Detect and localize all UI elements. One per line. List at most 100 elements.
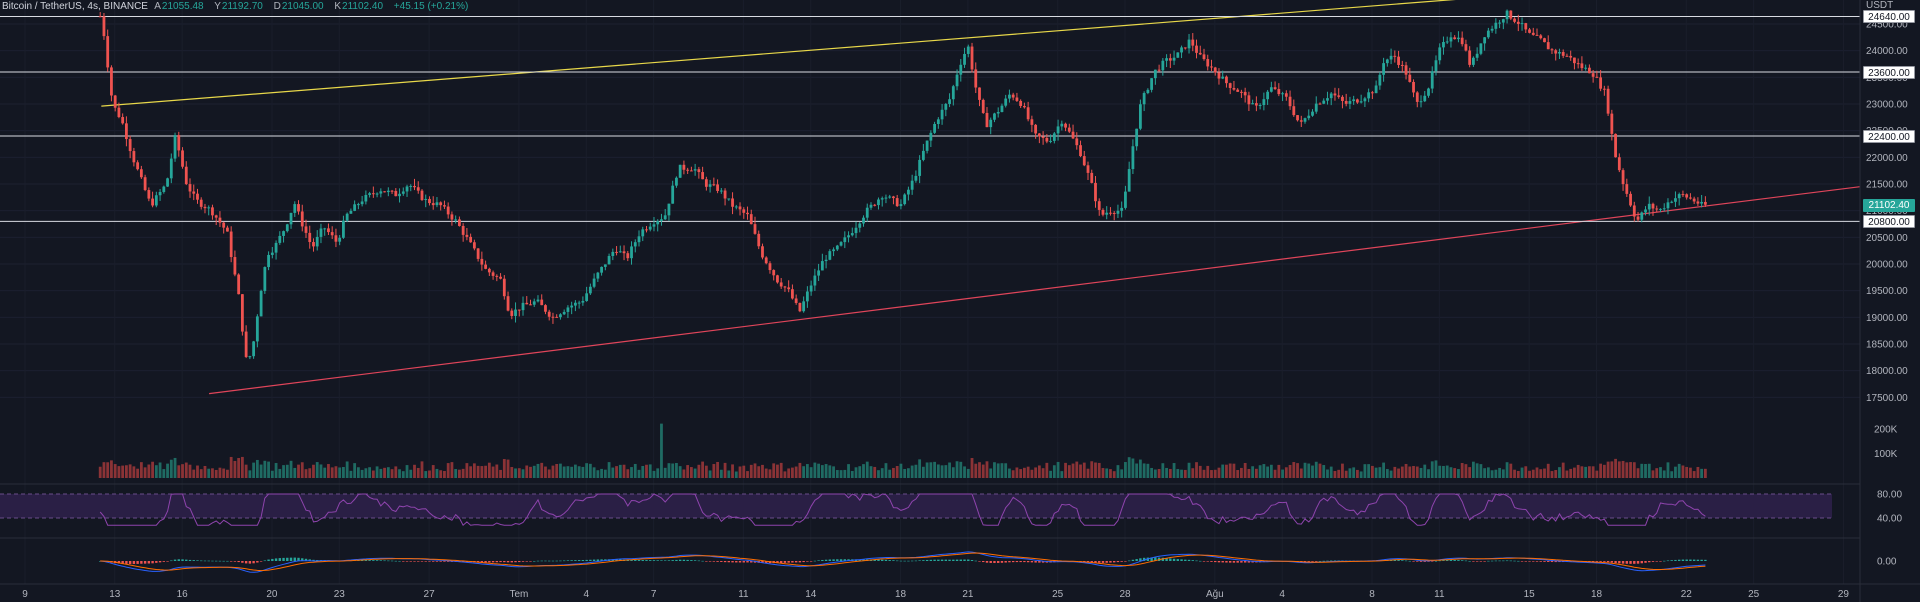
level-price-tag[interactable]: 20800.00 [1863, 214, 1915, 228]
volume-bar [1329, 466, 1333, 478]
candle-body [1284, 93, 1288, 97]
macd-histogram-bar [428, 561, 431, 562]
candle-body [1254, 103, 1258, 106]
volume-bar [525, 465, 529, 478]
candle-body [1127, 169, 1131, 192]
macd-histogram-bar [1644, 561, 1647, 563]
macd-histogram-bar [214, 560, 218, 562]
volume-bar [1157, 469, 1161, 478]
macd-histogram-bar [443, 561, 446, 562]
macd-histogram-bar [207, 560, 210, 562]
volume-bar [1254, 468, 1258, 478]
candle-body [1273, 87, 1277, 90]
candle-body [1022, 105, 1026, 108]
macd-histogram-bar [589, 559, 592, 561]
volume-bar [749, 464, 753, 478]
candle-body [1333, 93, 1337, 96]
macd-histogram-bar [637, 560, 641, 561]
volume-bar [936, 464, 940, 478]
volume-bar [603, 469, 607, 478]
volume-bar [1591, 466, 1595, 478]
volume-bar [615, 466, 618, 478]
volume-bar [1288, 464, 1292, 478]
volume-bar [1049, 470, 1052, 478]
volume-bar [162, 469, 166, 478]
candle-body [312, 242, 315, 247]
macd-histogram-bar [989, 561, 992, 563]
volume-bar [1296, 463, 1299, 478]
macd-histogram-bar [196, 560, 199, 561]
volume-bar [1445, 465, 1449, 478]
level-price-tag[interactable]: 24640.00 [1863, 10, 1915, 24]
candle-body [293, 204, 297, 213]
volume-bar [1580, 466, 1584, 478]
macd-histogram-bar [226, 560, 229, 562]
macd-histogram-bar [1633, 561, 1636, 564]
candle-body [1303, 118, 1307, 122]
candle-body [1131, 146, 1135, 170]
volume-bar [559, 463, 562, 478]
candle-body [1378, 74, 1382, 86]
candle-body [1677, 194, 1681, 199]
macd-histogram-bar [1315, 561, 1318, 562]
volume-bar [1026, 466, 1030, 478]
macd-histogram-bar [1539, 561, 1542, 562]
macd-histogram-bar [1457, 560, 1460, 561]
candle-body [1415, 92, 1419, 102]
volume-bar [637, 469, 641, 478]
candle-body [1109, 212, 1112, 214]
macd-histogram-bar [978, 561, 981, 562]
volume-bar [1034, 467, 1038, 478]
time-tick-label: 18 [1591, 589, 1603, 600]
candle-body [1221, 76, 1225, 79]
trendlines[interactable] [101, 0, 1878, 395]
volume-bar [472, 463, 476, 478]
volume-bar [611, 467, 615, 478]
candle-body [431, 203, 435, 206]
volume-bar [1505, 462, 1509, 478]
macd-histogram-bar [170, 560, 173, 562]
level-price-tag[interactable]: 23600.00 [1863, 65, 1915, 79]
macd-histogram-bar [723, 561, 727, 563]
volume-bar [1131, 458, 1135, 478]
candle-body [731, 198, 734, 207]
volume-bar [1382, 462, 1385, 478]
horizontal-levels[interactable] [0, 16, 1860, 222]
price-tick-label: 17500.00 [1866, 393, 1908, 404]
level-price-tag[interactable]: 22400.00 [1863, 129, 1915, 143]
candle-body [907, 189, 910, 195]
volume-bar [1341, 463, 1344, 478]
macd-histogram-bar [824, 559, 828, 561]
macd-histogram-bar [1412, 561, 1415, 562]
candle-body [603, 264, 607, 267]
candle-body [1513, 18, 1516, 22]
volume-bar [308, 468, 312, 478]
candle-body [1314, 103, 1318, 112]
price-tick-label: 18000.00 [1866, 366, 1908, 377]
macd-histogram-bar [1453, 560, 1456, 561]
volume-bar [802, 466, 806, 478]
macd-histogram-bar [1195, 560, 1198, 562]
macd-histogram-bar [1243, 561, 1247, 563]
macd-histogram-bar [858, 559, 861, 561]
volume-bar [323, 467, 327, 478]
volume-bar [1251, 466, 1255, 478]
volume-bar [300, 462, 304, 478]
macd-histogram-bar [1681, 559, 1685, 561]
macd-histogram-bar [806, 561, 809, 562]
volume-bar [1206, 465, 1210, 478]
candle-body [1341, 96, 1344, 101]
volume-bar [1037, 465, 1041, 478]
macd-histogram-bar [1000, 561, 1004, 563]
time-axis[interactable]: 9 13 16 20 23 27 Tem 4 7 11 14 18 21 25 28 Ağu 4 8 11 15 18 2… [0, 583, 1920, 600]
price-axis[interactable]: 17500.00 18000.00 18500.00 19000.00 19500.00… [1859, 0, 1920, 602]
symbol-title[interactable]: Bitcoin / TetherUS, 4s, BINANCE [2, 1, 148, 12]
volume-bar [428, 470, 431, 478]
macd-histogram-bar [881, 559, 884, 561]
rsi-tick-label: 40.00 [1877, 514, 1902, 525]
last-price-tag[interactable]: 21102.40 [1863, 198, 1915, 212]
volume-bar [779, 462, 783, 478]
volume-bar [940, 465, 944, 478]
candle-body [147, 190, 151, 199]
